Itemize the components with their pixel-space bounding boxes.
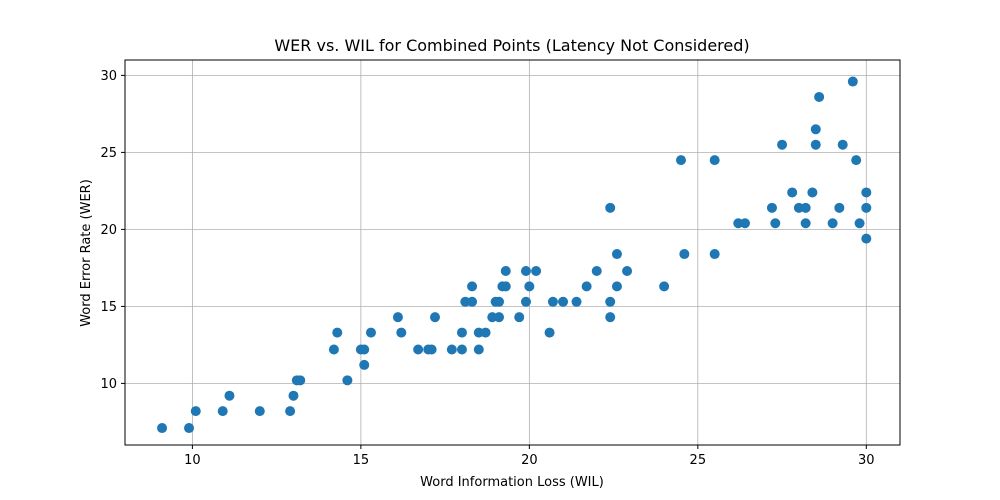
data-point [285, 406, 296, 417]
data-point [332, 327, 343, 338]
data-point [675, 155, 686, 166]
plot-frame [124, 59, 901, 446]
data-point [605, 202, 616, 213]
y-axis-label: Word Error Rate (WER) [79, 179, 94, 327]
data-point [827, 218, 838, 229]
data-point [500, 281, 511, 292]
data-point [295, 375, 306, 386]
data-point [709, 155, 720, 166]
data-point [800, 218, 811, 229]
data-point [531, 265, 542, 276]
data-point [224, 390, 235, 401]
data-point [861, 187, 872, 198]
x-tick-label: 15 [353, 453, 370, 468]
x-tick-label: 25 [690, 453, 707, 468]
data-point [544, 327, 555, 338]
data-point [494, 312, 505, 323]
data-point [800, 202, 811, 213]
data-point [500, 265, 511, 276]
data-point [342, 375, 353, 386]
data-point [217, 406, 228, 417]
data-point [810, 124, 821, 135]
data-point [157, 423, 168, 434]
data-point [467, 281, 478, 292]
data-point [571, 296, 582, 307]
data-point [847, 76, 858, 87]
x-axis-label: Word Information Loss (WIL) [420, 475, 604, 490]
chart-title: WER vs. WIL for Combined Points (Latency… [274, 36, 749, 55]
data-point [514, 312, 525, 323]
data-point [456, 327, 467, 338]
data-point [520, 296, 531, 307]
data-point [359, 344, 370, 355]
data-point [861, 233, 872, 244]
data-point [359, 359, 370, 370]
y-tick-label: 15 [100, 300, 117, 315]
data-point [254, 406, 265, 417]
data-point [861, 202, 872, 213]
y-tick-label: 25 [100, 146, 117, 161]
data-point [679, 249, 690, 260]
data-point [659, 281, 670, 292]
data-point [740, 218, 750, 229]
data-point [611, 281, 622, 292]
data-point [184, 423, 195, 434]
data-point [426, 344, 437, 355]
data-point [524, 281, 535, 292]
data-point [480, 327, 491, 338]
data-point [392, 312, 403, 323]
axis-ticks: 10 15 20 25 30 10 15 20 25 30 [100, 69, 874, 468]
data-point [494, 296, 505, 307]
data-point [558, 296, 569, 307]
data-point [413, 344, 424, 355]
data-point [777, 139, 788, 150]
data-point [581, 281, 592, 292]
data-point [328, 344, 339, 355]
y-tick-label: 30 [100, 69, 117, 84]
data-point [456, 344, 467, 355]
data-point [709, 249, 720, 260]
data-point [190, 406, 201, 417]
data-point [430, 312, 440, 323]
data-point [622, 265, 633, 276]
x-tick-label: 30 [858, 453, 875, 468]
data-point [766, 202, 777, 213]
data-point [288, 390, 299, 401]
data-point [446, 344, 457, 355]
data-point [810, 139, 821, 150]
data-point [605, 312, 616, 323]
y-tick-label: 20 [100, 223, 117, 238]
data-point [851, 155, 862, 166]
data-point [473, 344, 484, 355]
data-point [611, 249, 622, 260]
data-point [770, 218, 781, 229]
data-point [605, 296, 616, 307]
data-point [365, 327, 376, 338]
data-point [396, 327, 407, 338]
data-points [157, 76, 872, 434]
y-tick-label: 10 [100, 377, 117, 392]
data-point [807, 187, 818, 198]
grid [125, 60, 900, 445]
data-point [591, 265, 602, 276]
data-point [814, 91, 825, 102]
data-point [787, 187, 798, 198]
data-point [834, 202, 845, 213]
data-point [520, 265, 531, 276]
x-tick-label: 20 [521, 453, 538, 468]
data-point [837, 139, 848, 150]
data-point [854, 218, 865, 229]
data-point [467, 296, 478, 307]
x-tick-label: 10 [184, 453, 201, 468]
data-point [547, 296, 558, 307]
